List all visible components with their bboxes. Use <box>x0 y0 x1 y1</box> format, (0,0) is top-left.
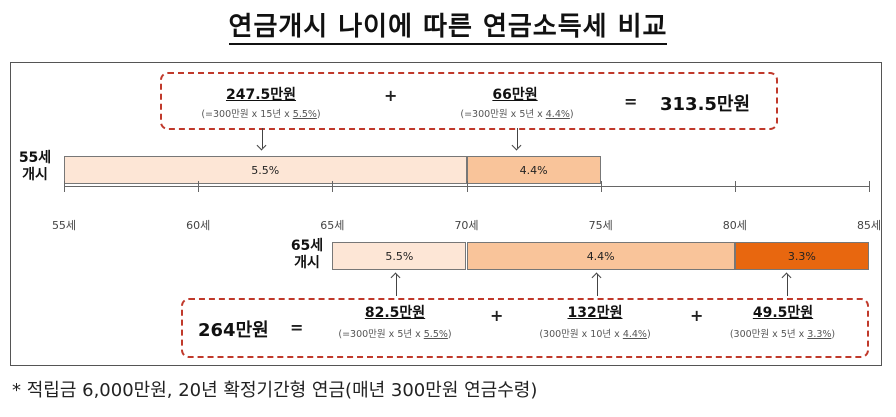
row-label-55: 55세 개시 <box>18 150 52 183</box>
axis-tick <box>734 181 736 192</box>
axis-tick <box>198 181 200 192</box>
term-65-3-amount: 49.5만원 <box>752 305 814 321</box>
term-65-1-amount: 82.5만원 <box>364 305 426 321</box>
term-55-2-formula: (=300만원 x 5년 x 4.4%) <box>460 109 574 120</box>
axis-tick-label: 75세 <box>588 219 613 232</box>
axis-tick <box>332 181 334 192</box>
arrow-down-icon <box>262 128 263 148</box>
start55-segment-2: 4.4% <box>466 156 601 184</box>
axis-tick-label: 70세 <box>454 219 479 232</box>
start55-segment-1: 5.5% <box>64 156 467 184</box>
row-label-65: 65세 개시 <box>290 238 324 271</box>
plus-sign-65-2: + <box>690 306 704 325</box>
axis-tick-label: 55세 <box>51 219 77 232</box>
term-65-1-formula: (=300만원 x 5년 x 5.5%) <box>338 329 452 340</box>
arrow-up-icon <box>396 274 397 296</box>
term-55-2-amount: 66만원 <box>492 87 538 103</box>
axis-tick-label: 60세 <box>186 219 211 232</box>
plus-sign-55: + <box>384 86 398 105</box>
arrow-up-icon <box>597 274 598 296</box>
arrow-up-icon <box>787 274 788 296</box>
axis-tick <box>64 181 65 192</box>
equals-sign-65: = <box>290 318 304 337</box>
total-65: 264만원 <box>198 320 269 341</box>
footnote: * 적립금 6,000만원, 20년 확정기간형 연금(매년 300만원 연금수… <box>12 380 538 401</box>
term-55-1-formula: (=300만원 x 15년 x 5.5%) <box>201 109 321 120</box>
start65-segment-1: 5.5% <box>332 242 467 270</box>
axis-tick-label: 80세 <box>722 219 747 232</box>
axis-tick-label: 85세 <box>856 219 882 232</box>
formula-box-55 <box>160 72 778 130</box>
term-65-2-formula: (300만원 x 10년 x 4.4%) <box>539 329 651 340</box>
axis-tick <box>466 181 468 192</box>
total-55: 313.5만원 <box>660 94 751 115</box>
plus-sign-65-1: + <box>490 306 504 325</box>
start65-segment-3: 3.3% <box>734 242 869 270</box>
formula-box-65 <box>181 298 869 358</box>
axis-tick <box>869 181 870 192</box>
term-65-2-amount: 132만원 <box>567 305 623 321</box>
diagram-title: 연금개시 나이에 따른 연금소득세 비교 <box>0 6 896 45</box>
term-65-3-formula: (300만원 x 5년 x 3.3%) <box>729 329 836 340</box>
arrow-down-icon <box>517 128 518 148</box>
equals-sign-55: = <box>624 92 638 111</box>
axis-tick <box>600 181 602 192</box>
start65-segment-2: 4.4% <box>466 242 735 270</box>
axis-tick-label: 65세 <box>320 219 345 232</box>
term-55-1-amount: 247.5만원 <box>225 87 297 103</box>
